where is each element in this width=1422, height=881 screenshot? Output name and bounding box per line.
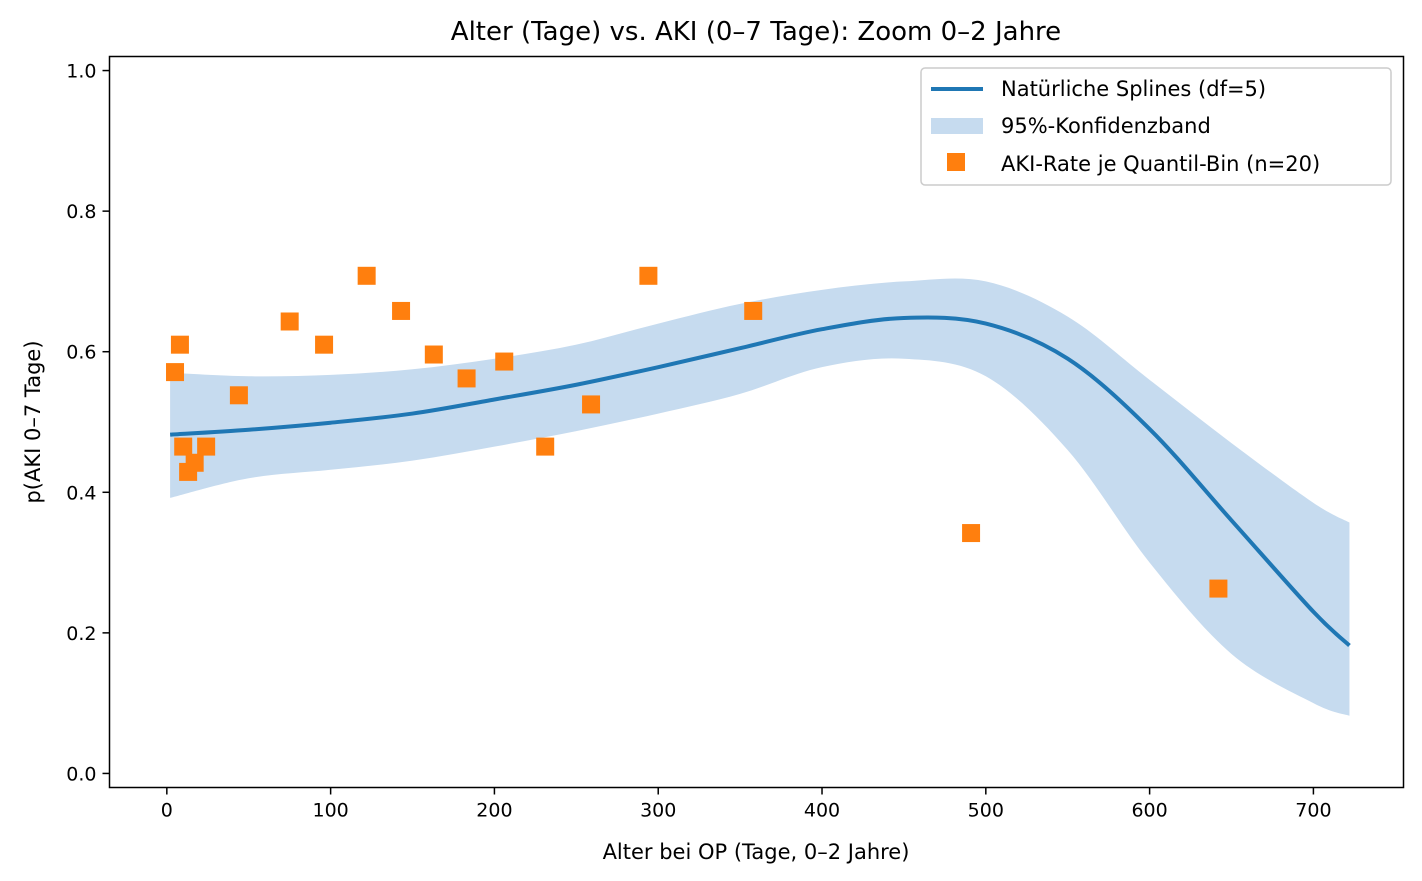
legend-box: [920, 67, 1392, 186]
spline-line: [169, 315, 1351, 647]
bin-point-10: [357, 266, 376, 285]
x-tick-label: 400: [804, 800, 840, 822]
bin-point-2: [170, 335, 189, 354]
chart-title: Alter (Tage) vs. AKI (0–7 Tage): Zoom 0–…: [451, 17, 1061, 47]
bin-point-20: [1209, 579, 1228, 598]
bin-point-19: [962, 524, 981, 543]
bin-point-18: [744, 301, 763, 320]
bin-point-11: [392, 301, 411, 320]
confidence-band: [170, 278, 1350, 716]
bin-point-16: [582, 395, 601, 414]
y-tick-label: 0.8: [66, 201, 96, 223]
x-axis-label: Alter bei OP (Tage, 0–2 Jahre): [603, 840, 910, 864]
legend-label-band: 95%-Konfidenzband: [1001, 114, 1211, 138]
x-tick-label: 100: [312, 800, 348, 822]
y-axis-ticks: 0.0 0.2 0.4 0.6 0.8 1.0: [66, 61, 110, 785]
legend: Natürliche Splines (df=5) 95%-Konfidenzb…: [920, 67, 1392, 186]
legend-label-spline: Natürliche Splines (df=5): [1001, 77, 1266, 101]
y-tick-label: 0.0: [66, 763, 96, 785]
plot-area: [166, 266, 1351, 716]
bin-point-12: [424, 345, 443, 364]
x-tick-label: 200: [476, 800, 512, 822]
legend-band-swatch: [931, 118, 983, 134]
bin-point-8: [280, 312, 299, 331]
x-tick-label: 600: [1131, 800, 1167, 822]
plot-frame: [108, 55, 1405, 789]
x-tick-label: 500: [968, 800, 1004, 822]
y-axis-label: p(AKI 0–7 Tage): [21, 340, 45, 503]
bin-point-6: [197, 437, 216, 456]
y-tick-label: 1.0: [66, 61, 96, 83]
bin-point-17: [639, 266, 658, 285]
bin-point-15: [536, 437, 555, 456]
y-tick-label: 0.2: [66, 623, 96, 645]
y-tick-label: 0.4: [66, 482, 96, 504]
y-tick-label: 0.6: [66, 342, 96, 364]
legend-point-swatch: [947, 153, 965, 171]
bin-point-1: [166, 363, 185, 382]
bin-point-7: [229, 386, 248, 405]
bin-points: [166, 266, 1228, 598]
bin-point-13: [457, 369, 476, 388]
bin-point-14: [495, 352, 514, 371]
x-tick-label: 700: [1295, 800, 1331, 822]
legend-label-points: AKI-Rate je Quantil-Bin (n=20): [1001, 152, 1320, 176]
bin-point-9: [315, 335, 334, 354]
bin-point-3: [174, 437, 193, 456]
bin-point-5: [185, 453, 204, 472]
x-tick-label: 0: [161, 800, 173, 822]
x-axis-ticks: 0 100 200 300 400 500 600 700: [161, 787, 1332, 822]
x-tick-label: 300: [640, 800, 676, 822]
